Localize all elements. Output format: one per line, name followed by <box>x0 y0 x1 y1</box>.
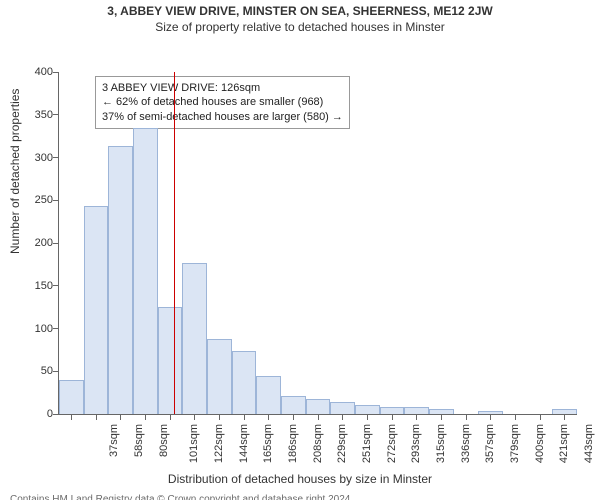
histogram-bar <box>380 407 405 414</box>
histogram-bar <box>158 307 183 414</box>
y-tick <box>53 285 59 286</box>
x-tick-label: 315sqm <box>435 424 447 463</box>
x-tick <box>466 414 467 420</box>
x-tick <box>268 414 269 420</box>
x-tick <box>244 414 245 420</box>
y-tick <box>53 371 59 372</box>
x-tick <box>392 414 393 420</box>
histogram-bar <box>84 206 109 414</box>
x-tick-label: 37sqm <box>108 424 120 457</box>
y-tick-label: 100 <box>13 323 53 335</box>
x-tick-label: 293sqm <box>410 424 422 463</box>
x-tick <box>120 414 121 420</box>
histogram-bar <box>232 351 257 414</box>
chart-title-main: 3, ABBEY VIEW DRIVE, MINSTER ON SEA, SHE… <box>0 4 600 18</box>
x-tick <box>71 414 72 420</box>
footer-credit: Contains HM Land Registry data © Crown c… <box>10 494 590 500</box>
histogram-bar <box>207 339 232 414</box>
x-tick <box>170 414 171 420</box>
y-tick <box>53 328 59 329</box>
histogram-bar <box>108 146 133 414</box>
x-tick-label: 272sqm <box>386 424 398 463</box>
histogram-bar <box>182 263 207 414</box>
x-tick-label: 357sqm <box>484 424 496 463</box>
histogram-bar <box>404 407 429 414</box>
histogram-bar <box>355 405 380 414</box>
x-tick-label: 165sqm <box>262 424 274 463</box>
x-tick <box>416 414 417 420</box>
y-tick-label: 400 <box>13 66 53 78</box>
x-tick-label: 208sqm <box>312 424 324 463</box>
y-tick <box>53 114 59 115</box>
y-tick <box>53 157 59 158</box>
histogram-bar <box>59 380 84 414</box>
x-tick-label: 379sqm <box>509 424 521 463</box>
y-tick-label: 50 <box>13 365 53 377</box>
y-tick-label: 0 <box>13 408 53 420</box>
x-tick-label: 58sqm <box>133 424 145 457</box>
x-tick <box>293 414 294 420</box>
x-tick-label: 80sqm <box>158 424 170 457</box>
plot-area: 3 ABBEY VIEW DRIVE: 126sqm ← 62% of deta… <box>58 72 577 415</box>
y-tick <box>53 200 59 201</box>
histogram-bar <box>256 376 281 414</box>
x-tick <box>145 414 146 420</box>
x-tick <box>194 414 195 420</box>
footer-line-1: Contains HM Land Registry data © Crown c… <box>10 494 590 500</box>
annotation-line-2: ← 62% of detached houses are smaller (96… <box>102 95 343 109</box>
y-tick-label: 150 <box>13 280 53 292</box>
x-tick <box>441 414 442 420</box>
y-tick-label: 300 <box>13 152 53 164</box>
x-tick-label: 336sqm <box>460 424 472 463</box>
x-tick <box>367 414 368 420</box>
histogram-bar <box>133 128 158 414</box>
x-tick <box>515 414 516 420</box>
chart-titles: 3, ABBEY VIEW DRIVE, MINSTER ON SEA, SHE… <box>0 0 600 34</box>
x-tick-label: 251sqm <box>361 424 373 463</box>
x-tick-label: 122sqm <box>213 424 225 463</box>
x-tick <box>540 414 541 420</box>
x-tick-label: 186sqm <box>287 424 299 463</box>
x-axis-label: Distribution of detached houses by size … <box>0 472 600 486</box>
histogram-bar <box>306 399 331 414</box>
x-tick <box>96 414 97 420</box>
x-tick <box>342 414 343 420</box>
y-tick-label: 200 <box>13 237 53 249</box>
y-tick <box>53 243 59 244</box>
chart-title-sub: Size of property relative to detached ho… <box>0 20 600 34</box>
histogram-bar <box>281 396 306 414</box>
reference-line <box>174 72 175 414</box>
x-tick-label: 443sqm <box>583 424 595 463</box>
annotation-line-3: 37% of semi-detached houses are larger (… <box>102 110 343 124</box>
x-tick-label: 101sqm <box>188 424 200 463</box>
x-tick-label: 229sqm <box>336 424 348 463</box>
x-tick <box>318 414 319 420</box>
histogram-bar <box>330 402 355 414</box>
y-tick-label: 250 <box>13 194 53 206</box>
x-tick-label: 400sqm <box>534 424 546 463</box>
annotation-line-1: 3 ABBEY VIEW DRIVE: 126sqm <box>102 81 343 95</box>
x-tick-label: 144sqm <box>238 424 250 463</box>
x-tick <box>219 414 220 420</box>
x-tick <box>490 414 491 420</box>
x-tick-label: 421sqm <box>558 424 570 463</box>
x-tick <box>564 414 565 420</box>
y-tick <box>53 72 59 73</box>
y-tick-label: 350 <box>13 109 53 121</box>
annotation-box: 3 ABBEY VIEW DRIVE: 126sqm ← 62% of deta… <box>95 76 350 129</box>
